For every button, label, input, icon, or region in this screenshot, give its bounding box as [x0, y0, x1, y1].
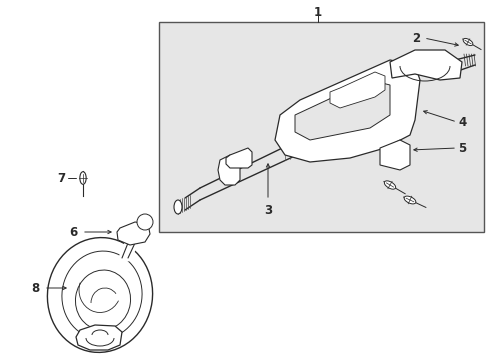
Ellipse shape — [462, 39, 472, 46]
Polygon shape — [274, 60, 419, 162]
Circle shape — [137, 214, 153, 230]
Text: 4: 4 — [457, 116, 465, 129]
Polygon shape — [294, 80, 389, 140]
Bar — [159, 22, 483, 232]
Polygon shape — [225, 148, 251, 168]
Polygon shape — [329, 72, 384, 108]
Text: 7: 7 — [57, 171, 65, 184]
Ellipse shape — [80, 172, 86, 184]
Polygon shape — [117, 222, 150, 245]
Ellipse shape — [75, 270, 130, 330]
Text: 6: 6 — [70, 225, 78, 238]
Polygon shape — [389, 50, 461, 80]
Text: 2: 2 — [411, 31, 419, 45]
Ellipse shape — [47, 238, 152, 352]
Text: 5: 5 — [457, 141, 465, 154]
Text: 1: 1 — [313, 6, 322, 19]
Text: 3: 3 — [264, 204, 271, 217]
Ellipse shape — [62, 251, 142, 339]
Polygon shape — [76, 325, 122, 350]
Polygon shape — [379, 140, 409, 170]
Ellipse shape — [403, 196, 415, 204]
Polygon shape — [218, 155, 240, 185]
Ellipse shape — [174, 200, 182, 214]
Ellipse shape — [384, 181, 395, 189]
Text: 8: 8 — [32, 282, 40, 294]
